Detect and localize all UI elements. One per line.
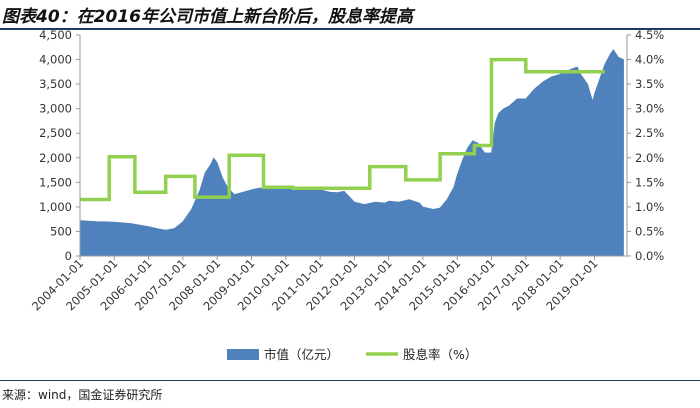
- legend-label-dividend-yield: 股息率（%）: [403, 347, 477, 362]
- left-tick-label: 3,000: [39, 102, 72, 116]
- left-tick-label: 0: [65, 249, 72, 263]
- market-cap-area: [79, 49, 624, 257]
- right-tick-label: 1.0%: [635, 200, 664, 214]
- left-tick-label: 1,000: [39, 200, 72, 214]
- left-tick-label: 4,000: [39, 53, 72, 67]
- dividend-yield-line: [80, 57, 605, 202]
- right-tick-label: 0.5%: [635, 224, 664, 238]
- x-axis-ticks: 2004-01-012005-01-012006-01-012007-01-01…: [29, 256, 601, 313]
- source-divider: [0, 380, 700, 381]
- right-tick-label: 3.5%: [635, 77, 664, 91]
- left-tick-label: 500: [50, 224, 72, 238]
- right-tick-label: 4.5%: [635, 28, 664, 42]
- left-tick-label: 2,500: [39, 126, 72, 140]
- source-note: 来源：wind，国金证券研究所: [2, 388, 163, 402]
- right-tick-label: 2.5%: [635, 126, 664, 140]
- right-tick-label: 2.0%: [635, 151, 664, 165]
- market-cap-area-layer: [79, 49, 624, 257]
- legend-label-market-cap: 市值（亿元）: [264, 347, 339, 362]
- left-tick-label: 2,000: [39, 151, 72, 165]
- chart-canvas: 0 500 1,000 1,500 2,000 2,500 3,000 3,500 4,000 4…: [29, 28, 664, 362]
- title-underline: [0, 28, 700, 30]
- right-tick-label: 3.0%: [635, 102, 664, 116]
- legend-swatch-market-cap: [227, 349, 259, 360]
- left-tick-label: 1,500: [39, 175, 72, 189]
- axes-layer: [79, 35, 628, 257]
- left-tick-label: 4,500: [39, 28, 72, 42]
- left-tick-label: 3,500: [39, 77, 72, 91]
- right-tick-label: 1.5%: [635, 175, 664, 189]
- chart-title: 图表40：在2016年公司市值上新台阶后，股息率提高: [2, 7, 413, 27]
- dividend-yield-line-layer: [80, 57, 605, 202]
- right-axis-ticks: 0.0% 0.5% 1.0% 1.5% 2.0% 2.5% 3.0% 3.5% 4.0% 4.5%: [627, 28, 664, 263]
- legend: 市值（亿元） 股息率（%）: [227, 347, 477, 362]
- right-tick-label: 0.0%: [635, 249, 664, 263]
- left-axis-ticks: 0 500 1,000 1,500 2,000 2,500 3,000 3,500 4,000 4…: [39, 28, 80, 263]
- right-tick-label: 4.0%: [635, 53, 664, 67]
